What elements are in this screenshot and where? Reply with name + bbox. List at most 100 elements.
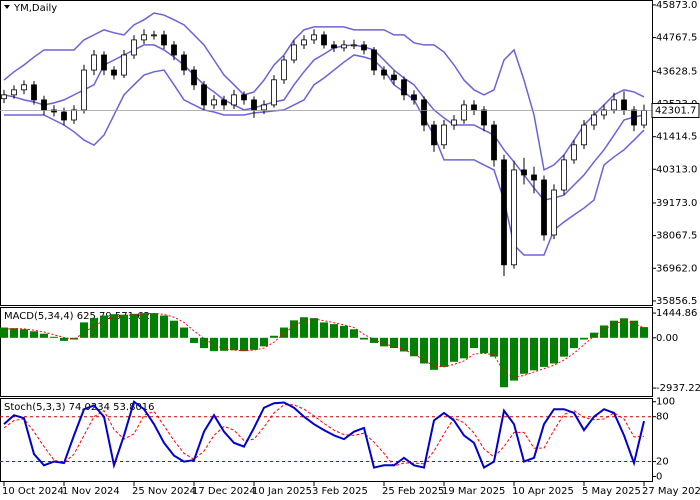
macd-bar bbox=[190, 337, 198, 343]
macd-bar bbox=[630, 320, 638, 338]
y-tick-label: 35856.5 bbox=[656, 296, 697, 307]
macd-bar bbox=[70, 337, 78, 340]
x-tick-label: 1 Nov 2024 bbox=[62, 486, 120, 497]
macd-bar bbox=[520, 337, 528, 374]
macd-bar bbox=[590, 332, 598, 338]
macd-bar bbox=[240, 337, 248, 352]
candle-body bbox=[641, 110, 647, 126]
candle-body bbox=[211, 99, 217, 106]
candle-body bbox=[431, 124, 437, 146]
y-tick-label: 80 bbox=[656, 412, 669, 423]
candle-body bbox=[161, 34, 167, 46]
macd-bar bbox=[160, 315, 168, 338]
candle-body bbox=[91, 54, 97, 71]
candle-body bbox=[551, 189, 557, 236]
band-middle bbox=[3, 44, 645, 201]
y-tick-label: 41414.5 bbox=[656, 132, 697, 143]
candle-body bbox=[331, 44, 337, 49]
candle-body bbox=[31, 84, 37, 101]
macd-bar bbox=[640, 327, 648, 338]
y-tick-label: 36962.0 bbox=[656, 263, 697, 274]
macd-bar bbox=[530, 337, 538, 371]
candle-body bbox=[81, 69, 87, 111]
x-tick-label: 27 May 2025 bbox=[642, 486, 700, 497]
candle-body bbox=[591, 114, 597, 126]
macd-bar bbox=[140, 313, 148, 338]
last-price-label: 42301.7 bbox=[655, 105, 696, 116]
candle-body bbox=[291, 44, 297, 61]
macd-bar bbox=[510, 337, 518, 381]
y-tick-label: -2937.22 bbox=[656, 383, 700, 394]
macd-bar bbox=[0, 327, 8, 338]
macd-bar bbox=[230, 337, 238, 351]
x-tick-label: 19 Mar 2025 bbox=[442, 486, 505, 497]
candle-body bbox=[261, 104, 267, 111]
macd-bar bbox=[110, 314, 118, 338]
candle-body bbox=[241, 94, 247, 101]
macd-bar bbox=[560, 337, 568, 357]
candle-body bbox=[191, 69, 197, 86]
macd-bar bbox=[540, 337, 548, 367]
macd-bar bbox=[350, 329, 358, 338]
macd-bar bbox=[320, 322, 328, 338]
candle-body bbox=[441, 124, 447, 146]
macd-bar bbox=[410, 337, 418, 357]
macd-bar bbox=[130, 313, 138, 338]
macd-bar bbox=[580, 337, 588, 340]
macd-bar bbox=[40, 333, 48, 338]
macd-bar bbox=[440, 337, 448, 367]
macd-bar bbox=[620, 318, 628, 338]
candle-body bbox=[371, 49, 377, 71]
macd-bar bbox=[470, 337, 478, 349]
candle-body bbox=[391, 74, 397, 81]
y-tick-label: 20 bbox=[656, 457, 669, 468]
candle-body bbox=[141, 34, 147, 41]
candle-body bbox=[51, 109, 57, 113]
candle-body bbox=[271, 79, 277, 106]
candle-body bbox=[631, 109, 637, 126]
candle-body bbox=[281, 59, 287, 81]
candle-body bbox=[171, 44, 177, 56]
candle-body bbox=[61, 111, 67, 121]
macd-bar bbox=[270, 335, 278, 338]
macd-bar bbox=[60, 337, 68, 341]
macd-bar bbox=[90, 318, 98, 338]
macd-bar bbox=[180, 327, 188, 338]
macd-bar bbox=[340, 325, 348, 338]
macd-bar bbox=[380, 337, 388, 347]
x-tick-label: 3 Feb 2025 bbox=[312, 486, 368, 497]
macd-bar bbox=[490, 337, 498, 357]
x-tick-label: 5 May 2025 bbox=[582, 486, 641, 497]
candle-body bbox=[11, 89, 17, 96]
macd-bar bbox=[420, 337, 428, 364]
stoch-title: Stoch(5,3,3) 74.0234 53.8016 bbox=[4, 402, 155, 413]
chart-title: YM,Daily bbox=[13, 3, 57, 14]
macd-bar bbox=[250, 337, 258, 350]
candle-body bbox=[361, 44, 367, 51]
macd-bar bbox=[300, 317, 308, 338]
macd-bar bbox=[480, 337, 488, 354]
candle-body bbox=[561, 159, 567, 191]
macd-bar bbox=[30, 331, 38, 338]
candle-body bbox=[41, 99, 47, 111]
macd-bar bbox=[290, 320, 298, 338]
candle-body bbox=[301, 39, 307, 46]
candle-body bbox=[421, 99, 427, 126]
candle-body bbox=[581, 124, 587, 146]
macd-bar bbox=[550, 337, 558, 364]
symbol-icon bbox=[4, 5, 10, 9]
x-tick-label: 10 Apr 2025 bbox=[512, 486, 574, 497]
candle-body bbox=[351, 44, 357, 47]
stoch-panel-frame bbox=[0, 398, 653, 482]
candle-body bbox=[541, 179, 547, 236]
candle-body bbox=[121, 54, 127, 76]
macd-bar bbox=[200, 337, 208, 349]
y-tick-label: 1444.86 bbox=[656, 308, 697, 319]
macd-bar bbox=[570, 337, 578, 349]
candle-body bbox=[511, 169, 517, 266]
x-tick-label: 25 Nov 2024 bbox=[132, 486, 196, 497]
macd-bar bbox=[150, 313, 158, 338]
x-tick-label: 10 Jan 2025 bbox=[252, 486, 312, 497]
band-lower bbox=[4, 54, 645, 256]
